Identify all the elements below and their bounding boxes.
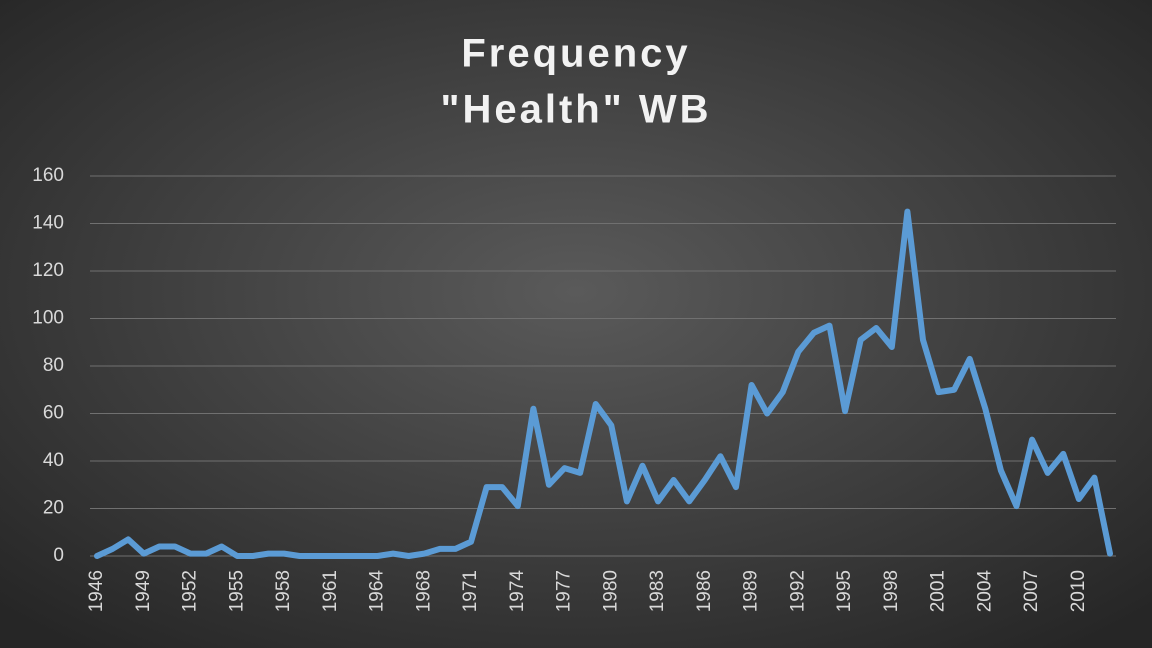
y-tick-label: 0 (53, 545, 64, 566)
x-tick-label: 1980 (600, 570, 621, 612)
x-tick-label: 1989 (741, 570, 762, 612)
x-tick-label: 2010 (1068, 570, 1089, 612)
x-tick-label: 1958 (273, 570, 294, 612)
chart-title: Frequency (461, 32, 690, 76)
y-tick-label: 60 (43, 403, 64, 424)
y-tick-label: 140 (32, 213, 64, 234)
y-tick-label: 100 (32, 308, 64, 329)
x-tick-label: 1992 (787, 570, 808, 612)
x-tick-label: 1961 (320, 570, 341, 612)
x-tick-label: 2001 (928, 570, 949, 612)
x-tick-label: 1971 (460, 570, 481, 612)
x-tick-label: 1952 (180, 570, 201, 612)
y-tick-label: 80 (43, 355, 64, 376)
y-tick-label: 120 (32, 260, 64, 281)
x-tick-label: 1974 (507, 570, 528, 613)
chart-subtitle: "Health" WB (441, 88, 712, 132)
x-tick-label: 1949 (133, 570, 154, 612)
x-tick-label: 1983 (647, 570, 668, 612)
x-tick-label: 1995 (834, 570, 855, 612)
x-tick-label: 1946 (86, 570, 107, 612)
x-tick-label: 2007 (1021, 570, 1042, 612)
y-tick-label: 20 (43, 498, 64, 519)
x-tick-label: 1968 (413, 570, 434, 612)
y-tick-label: 160 (32, 165, 64, 186)
x-tick-label: 1955 (226, 570, 247, 612)
x-tick-label: 1986 (694, 570, 715, 612)
x-tick-label: 1998 (881, 570, 902, 612)
x-tick-label: 2004 (974, 570, 995, 613)
x-tick-label: 1977 (554, 570, 575, 612)
y-tick-label: 40 (43, 450, 64, 471)
x-tick-label: 1964 (367, 570, 388, 613)
data-line (94, 208, 1113, 559)
